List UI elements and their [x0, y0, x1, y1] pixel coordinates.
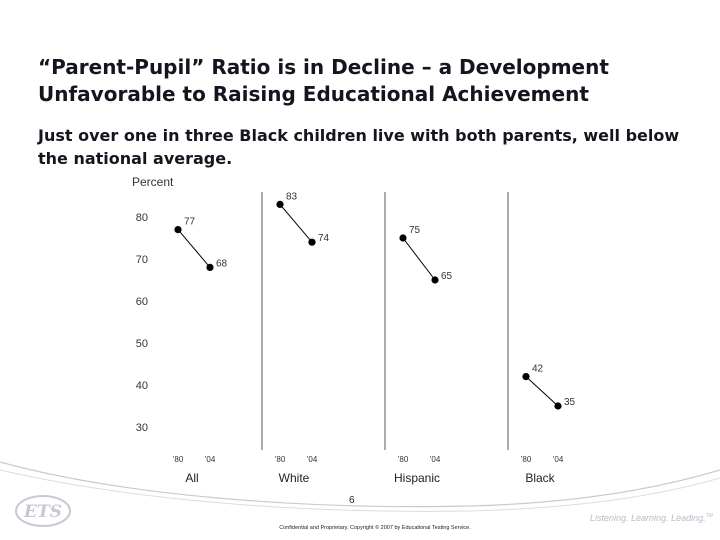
- y-tick-label: 70: [136, 254, 148, 266]
- y-tick-label: 30: [136, 422, 148, 434]
- data-label: 42: [532, 364, 544, 375]
- data-point: [431, 276, 439, 284]
- slide-subtitle: Just over one in three Black children li…: [38, 126, 680, 168]
- x-tick-label: ’04: [553, 455, 564, 464]
- ets-logo: ETS: [15, 495, 71, 527]
- y-tick-label: 50: [136, 338, 148, 350]
- x-tick-label: ’04: [307, 455, 318, 464]
- data-label: 74: [318, 233, 330, 244]
- svg-text:ETS: ETS: [23, 502, 62, 522]
- category-label-white: White: [279, 471, 310, 485]
- data-point: [399, 234, 407, 242]
- x-tick-label: ’80: [275, 455, 286, 464]
- series-line-all: [177, 229, 211, 268]
- data-point: [174, 226, 182, 234]
- data-label: 75: [409, 225, 421, 236]
- x-tick-label: ’04: [430, 455, 441, 464]
- x-tick-label: ’04: [205, 455, 216, 464]
- data-point: [276, 200, 284, 208]
- x-tick-label: ’80: [173, 455, 184, 464]
- y-axis-label: Percent: [132, 175, 174, 189]
- x-tick-label: ’80: [398, 455, 409, 464]
- data-label: 83: [286, 191, 298, 202]
- data-point: [308, 238, 316, 246]
- ets-tagline: Listening. Learning. Leading.TM: [590, 513, 713, 523]
- y-tick-label: 80: [136, 212, 148, 224]
- data-label: 65: [441, 271, 453, 282]
- data-label: 68: [216, 258, 228, 269]
- data-point: [522, 373, 530, 381]
- x-tick-label: ’80: [521, 455, 532, 464]
- footer-swoosh-decoration: [0, 461, 720, 512]
- copyright-notice: Confidential and Proprietary. Copyright …: [279, 525, 471, 531]
- slide-title: “Parent-Pupil” Ratio is in Decline – a D…: [38, 55, 609, 106]
- series-line-black: [525, 376, 559, 407]
- category-label-all: All: [185, 471, 198, 485]
- category-label-hispanic: Hispanic: [394, 471, 440, 485]
- data-point: [554, 402, 562, 410]
- data-point: [206, 263, 214, 271]
- y-tick-label: 60: [136, 296, 148, 308]
- series-line-white: [279, 204, 313, 243]
- data-label: 35: [564, 397, 576, 408]
- page-number: 6: [349, 495, 355, 506]
- category-label-black: Black: [525, 471, 555, 485]
- y-tick-label: 40: [136, 380, 148, 392]
- data-label: 77: [184, 217, 196, 228]
- series-line-hispanic: [402, 237, 436, 281]
